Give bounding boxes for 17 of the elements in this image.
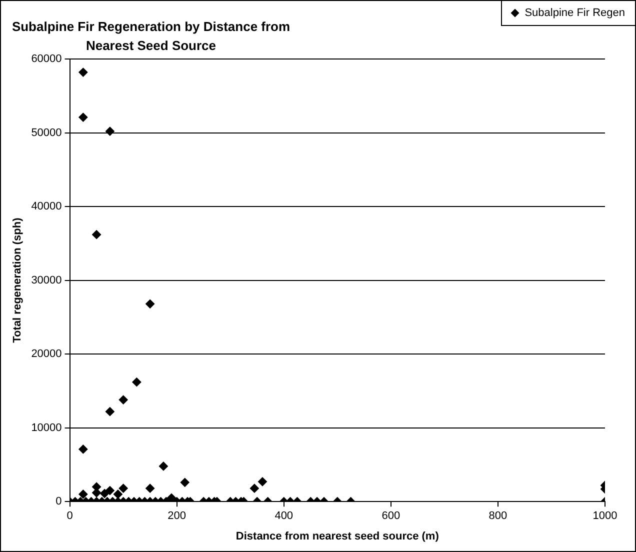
chart-title: Subalpine Fir Regeneration by Distance from Nearest Seed Source: [10, 18, 292, 54]
y-tick-label: 60000: [31, 53, 62, 66]
y-axis-title: Total regeneration (sph): [12, 217, 24, 343]
y-tick-label: 0: [56, 496, 62, 508]
x-axis-title: Distance from nearest seed source (m): [236, 530, 440, 542]
y-tick-label: 20000: [31, 348, 62, 360]
x-tick-label: 200: [168, 510, 186, 522]
x-tick-label: 1000: [592, 510, 618, 522]
x-tick-label: 800: [488, 510, 508, 522]
x-tick-label: 400: [274, 510, 294, 522]
y-tick-label: 40000: [31, 200, 62, 213]
y-tick-label: 50000: [31, 126, 62, 139]
y-tick-label: 10000: [31, 422, 62, 434]
y-tick-label: 30000: [31, 274, 62, 286]
legend-label: Subalpine Fir Regen: [524, 7, 625, 19]
x-tick-label: 0: [66, 510, 73, 522]
x-tick-label: 600: [382, 510, 400, 522]
